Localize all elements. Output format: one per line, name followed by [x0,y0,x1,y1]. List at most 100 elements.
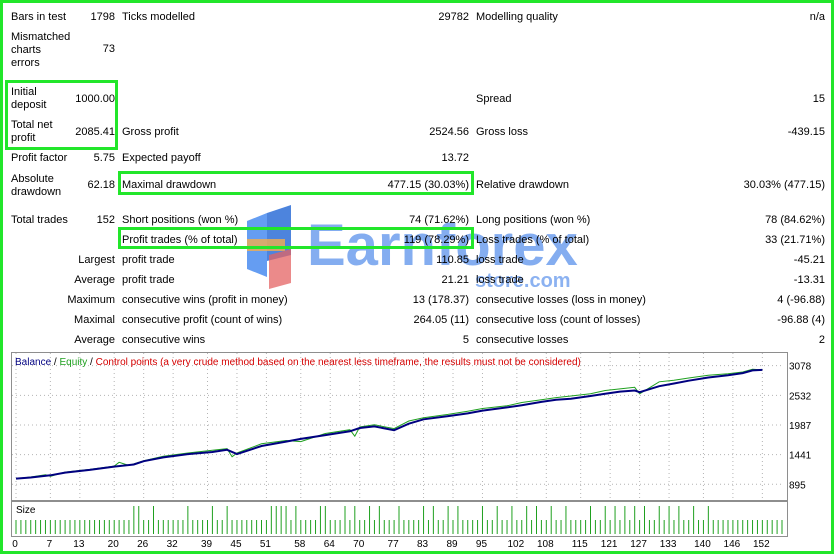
y-axis: 3078 2532 1987 1441 895 [789,362,812,492]
gross-profit-label: Gross profit [122,126,179,138]
average-label: Average [74,274,115,286]
total-net-profit-label-1: Total net [11,119,53,131]
x-tick-label: 58 [294,539,306,550]
maximum-label: Maximum [67,294,115,306]
legend-balance: Balance [15,357,52,368]
relative-drawdown-value: 30.03% (477.15) [743,179,825,191]
average-profit-label: profit trade [122,274,175,286]
average-loss-label: loss trade [476,274,524,286]
short-positions-label: Short positions (won %) [122,214,239,226]
legend-equity: Equity [59,357,88,368]
largest-profit-label: profit trade [122,254,175,266]
absolute-drawdown-label-2: drawdown [11,186,62,198]
balance-chart: Balance / Equity / Control points (a ver… [11,352,788,501]
legend-separator-2: / [87,357,96,368]
x-tick-label: 77 [388,539,400,550]
average-consecutive-losses-value: 2 [818,334,825,346]
spread-label: Spread [476,93,512,105]
absolute-drawdown-value: 62.18 [87,179,115,191]
x-tick-label: 51 [260,539,272,550]
earnforex-watermark: Earnforex store.com [247,205,578,292]
maximal-loss-label: consecutive loss (count of losses) [476,314,641,326]
loss-trades-label: Loss trades (% of total) [476,234,590,246]
maximum-loss-label: consecutive losses (loss in money) [476,294,646,306]
y-tick-label: 895 [789,480,806,491]
size-label: Size [16,505,36,516]
x-tick-label: 0 [12,539,18,550]
x-tick-label: 7 [47,539,53,550]
largest-loss-value: -45.21 [793,254,825,266]
chart-legend: Balance / Equity / Control points (a ver… [15,356,581,369]
legend-control-points: Control points (a very crude method base… [95,357,581,368]
maximal-drawdown-highlight [118,171,474,195]
x-tick-label: 26 [137,539,149,550]
x-tick-label: 45 [230,539,242,550]
expected-payoff-value: 13.72 [441,152,469,164]
absolute-drawdown-label-1: Absolute [11,173,54,185]
x-tick-label: 70 [353,539,365,550]
x-tick-label: 121 [601,539,618,550]
y-tick-label: 1441 [789,451,812,462]
short-positions-value: 74 (71.62%) [409,214,469,226]
x-tick-label: 152 [753,539,770,550]
maximum-profit-value: 13 (178.37) [412,294,469,306]
maximal-label: Maximal [74,314,115,326]
maximal-loss-value: -96.88 (4) [777,314,825,326]
mismatched-label-3: errors [11,57,40,69]
equity-line [15,368,763,480]
mismatched-label-1: Mismatched [11,31,71,43]
relative-drawdown-label: Relative drawdown [476,179,569,191]
expected-payoff-label: Expected payoff [122,152,201,164]
total-trades-label: Total trades [11,214,68,226]
largest-label: Largest [78,254,115,266]
maximal-profit-label: consecutive profit (count of wins) [122,314,283,326]
profit-trades-label: Profit trades (% of total) [122,234,238,246]
modelling-quality-value: n/a [809,11,825,23]
x-tick-label: 146 [724,539,741,550]
y-tick-label: 3078 [789,362,812,373]
average-consecutive-wins-label: consecutive wins [122,334,206,346]
ticks-modelled-value: 29782 [438,11,469,23]
x-tick-label: 64 [324,539,336,550]
x-tick-label: 102 [508,539,525,550]
total-net-profit-label-2: profit [11,132,36,144]
total-trades-value: 152 [96,214,115,226]
initial-deposit-label-2: deposit [11,99,47,111]
x-tick-label: 140 [694,539,711,550]
average-consecutive-wins-value: 5 [462,334,469,346]
modelling-quality-label: Modelling quality [476,11,558,23]
y-tick-label: 2532 [789,391,812,402]
total-net-profit-value: 2085.41 [75,126,115,138]
ticks-modelled-label: Ticks modelled [122,11,195,23]
average-consecutive-losses-label: consecutive losses [476,334,569,346]
largest-loss-label: loss trade [476,254,524,266]
x-tick-label: 13 [73,539,85,550]
x-tick-label: 115 [572,539,588,550]
maximal-drawdown-label: Maximal drawdown [122,179,217,191]
largest-profit-value: 110.85 [436,254,469,266]
profit-factor-label: Profit factor [11,152,68,164]
deposit-profit-highlight [5,80,118,150]
x-tick-label: 95 [476,539,488,550]
maximum-loss-value: 4 (-96.88) [777,294,825,306]
y-tick-label: 1987 [789,421,812,432]
size-histogram: Size [11,501,788,537]
profit-trades-highlight [118,227,474,249]
x-tick-label: 127 [630,539,647,550]
legend-separator-1: / [51,357,60,368]
x-tick-label: 39 [201,539,213,550]
size-histogram-plot [15,506,783,534]
balance-chart-plot [12,353,782,500]
average-loss-value: -13.31 [793,274,825,286]
maximal-profit-value: 264.05 (11) [413,314,469,326]
average-consecutive-label: Average [74,334,115,346]
long-positions-label: Long positions (won %) [476,214,591,226]
mismatched-value: 73 [102,43,115,55]
maximal-drawdown-value: 477.15 (30.03%) [387,179,469,191]
initial-deposit-value: 1000.00 [75,93,115,105]
x-tick-label: 20 [108,539,120,550]
mismatched-label-2: charts [11,44,41,56]
x-tick-label: 89 [446,539,458,550]
x-tick-label: 83 [417,539,429,550]
